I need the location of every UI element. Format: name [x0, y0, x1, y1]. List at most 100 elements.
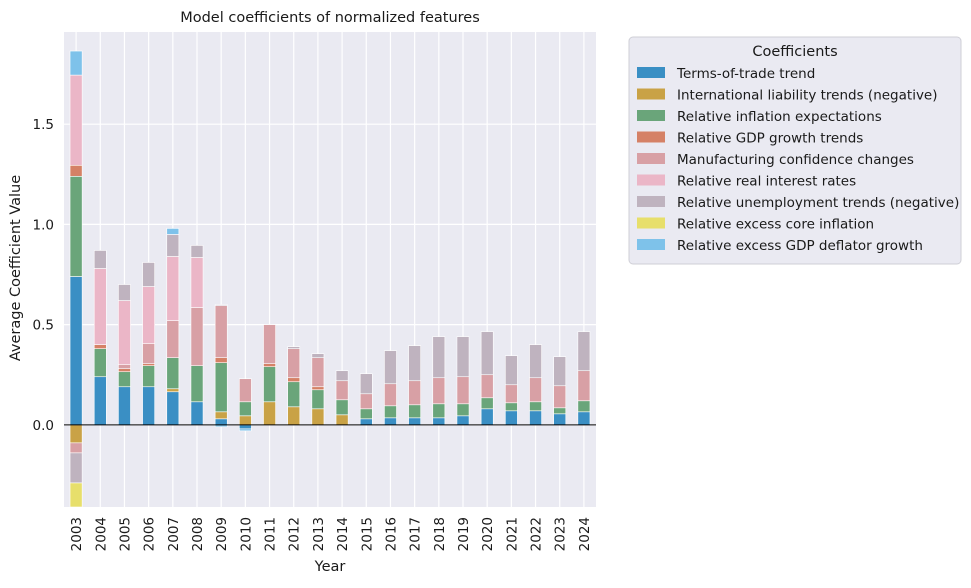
x-tick-labels: 2003 2004 2005 2006 2007 2008 2009 2010 2011 2012…	[69, 517, 593, 551]
chart-title: Model coefficients of normalized feature…	[180, 10, 480, 26]
y-tick-label: 1.0	[33, 217, 54, 233]
legend-label: Relative excess core inflation	[677, 217, 874, 233]
x-tick-label: 2011	[263, 517, 279, 551]
bar-segment	[190, 257, 204, 308]
bar-segment	[335, 370, 349, 382]
bar-segment	[214, 357, 228, 363]
legend-swatch	[637, 239, 665, 250]
x-tick-label: 2004	[93, 517, 109, 551]
bar-segment	[577, 331, 591, 372]
bar-segment	[93, 250, 107, 269]
bar-segment	[359, 373, 373, 395]
bar-segment	[432, 417, 446, 426]
x-tick-label: 2013	[311, 517, 327, 551]
legend: Coefficients Terms-of-trade trend Interna…	[628, 36, 962, 265]
bar-segment	[480, 374, 494, 399]
bar-segment	[118, 284, 131, 301]
bar-segment	[287, 381, 301, 408]
x-tick-label: 2018	[432, 517, 448, 551]
bar-segment	[335, 399, 349, 416]
x-tick-label: 2007	[166, 517, 182, 551]
bar-segment	[456, 336, 470, 378]
bar-segment	[505, 355, 518, 386]
legend-label: Relative real interest rates	[677, 174, 856, 190]
bar-segment	[118, 368, 131, 373]
legend-swatch	[637, 174, 665, 186]
x-tick-label: 2003	[69, 517, 85, 551]
bar-segment	[287, 346, 301, 349]
bar-segment	[505, 402, 518, 412]
x-tick-label: 2019	[456, 517, 472, 551]
bar-segment	[69, 74, 83, 166]
bar-segment	[480, 397, 494, 410]
x-tick-label: 2009	[214, 517, 230, 551]
bar-segment	[214, 362, 228, 413]
y-tick-label: 0.0	[33, 418, 54, 434]
bar-segment	[287, 377, 301, 383]
bar-segment	[408, 417, 421, 426]
bar-segment	[553, 413, 567, 426]
legend-title: Coefficients	[752, 44, 837, 60]
bar-segment	[311, 386, 325, 391]
x-tick-label: 2022	[529, 517, 545, 551]
legend-swatch	[637, 110, 665, 121]
bar-segment	[69, 176, 83, 277]
x-tick-label: 2006	[142, 517, 158, 551]
bar-segment	[553, 385, 567, 409]
bar-segment	[311, 389, 325, 410]
bar-segment	[93, 348, 107, 378]
legend-swatch	[637, 67, 665, 78]
bar-segment	[166, 388, 180, 393]
bar-segment	[166, 234, 180, 257]
bar-segment	[529, 344, 542, 379]
bar-segment	[529, 410, 542, 426]
bar-segment	[432, 403, 446, 419]
bar-segment	[190, 401, 204, 426]
bar-segment	[166, 357, 180, 390]
bar-segment	[553, 407, 567, 415]
x-tick-label: 2010	[238, 517, 254, 551]
bar-segment	[432, 377, 446, 405]
legend-label: International liability trends (negative…	[677, 88, 938, 104]
bar-segment	[166, 256, 180, 321]
bar-segment	[69, 424, 83, 444]
legend-label: Terms-of-trade trend	[676, 66, 815, 82]
legend-swatch	[637, 88, 665, 100]
bar-segment	[214, 411, 228, 420]
bar-segment	[505, 410, 518, 426]
bar-segment	[384, 405, 397, 419]
x-tick-label: 2008	[190, 517, 206, 551]
x-tick-label: 2012	[287, 517, 303, 551]
bar-segment	[263, 366, 276, 403]
bar-segment	[69, 442, 83, 454]
legend-items: Terms-of-trade trend International liabil…	[637, 66, 959, 254]
y-tick-labels: 0.0 0.5 1.0 1.5	[33, 117, 54, 434]
legend-label: Relative unemployment trends (negative)	[677, 195, 959, 211]
bar-segment	[408, 345, 421, 382]
bar-segment	[142, 363, 155, 367]
bar-segment	[69, 50, 83, 76]
x-tick-label: 2021	[504, 517, 520, 551]
bar-segment	[166, 228, 180, 235]
bars	[69, 50, 591, 508]
legend-swatch	[637, 153, 665, 164]
x-tick-label: 2017	[408, 517, 424, 551]
x-tick-label: 2016	[383, 517, 399, 551]
bar-segment	[214, 305, 228, 358]
legend-label: Relative inflation expectations	[677, 109, 882, 125]
bar-segment	[359, 393, 373, 410]
legend-box	[628, 36, 962, 265]
x-tick-label: 2024	[577, 517, 593, 551]
bar-segment	[408, 380, 421, 406]
bar-segment	[384, 350, 397, 385]
bar-segment	[93, 344, 107, 349]
bar-segment	[142, 343, 155, 364]
bar-segment	[456, 403, 470, 417]
bar-segment	[142, 262, 155, 287]
x-tick-label: 2020	[480, 517, 496, 551]
x-tick-label: 2023	[553, 517, 569, 551]
bar-segment	[239, 424, 252, 430]
bar-segment	[263, 324, 276, 364]
